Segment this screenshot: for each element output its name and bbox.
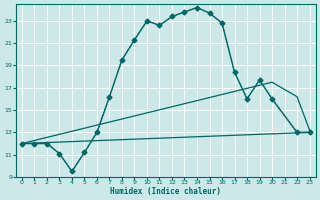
X-axis label: Humidex (Indice chaleur): Humidex (Indice chaleur)	[110, 187, 221, 196]
